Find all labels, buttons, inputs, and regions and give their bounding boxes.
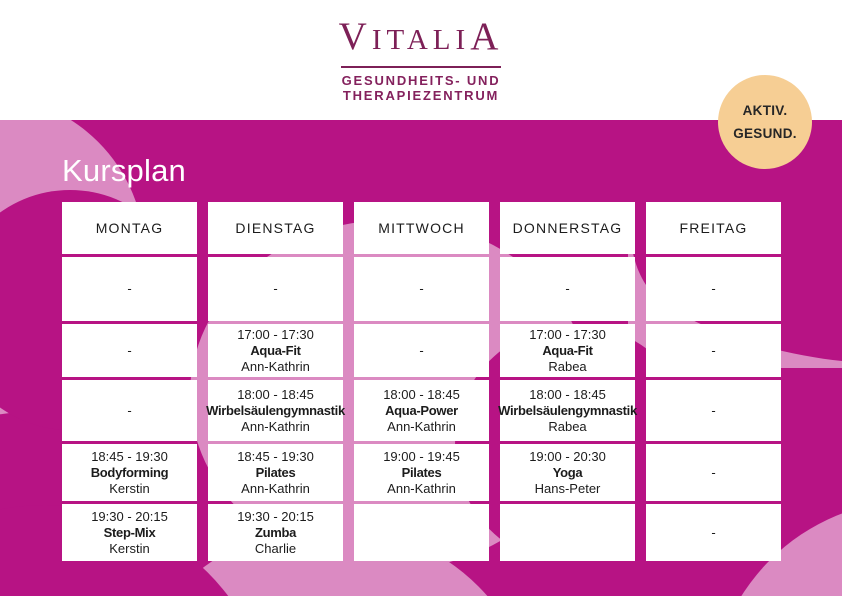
badge-line1: AKTIV. [742,103,788,118]
day-header-donnerstag: DONNERSTAG [500,202,635,254]
slot-time: - [419,281,424,296]
logo-tagline-line2: THERAPIEZENTRUM [342,88,500,103]
slot-montag-4: 18:45 - 19:30 Bodyforming Kerstin [62,444,197,501]
slot-montag-3: - [62,380,197,441]
slot-freitag-3: - [646,380,781,441]
slot-donnerstag-2: 17:00 - 17:30 Aqua-Fit Rabea [500,324,635,377]
slot-time: - [711,402,716,418]
day-header-montag: MONTAG [62,202,197,254]
day-header-dienstag: DIENSTAG [208,202,343,254]
slot-time: 19:00 - 20:30 [529,448,606,464]
slot-freitag-1: - [646,257,781,321]
slot-time: - [127,402,132,418]
wordmark-middle: ITALI [371,24,471,56]
slot-time: 19:00 - 19:45 [383,448,460,464]
slot-time: - [419,342,424,358]
slot-dienstag-3: 18:00 - 18:45 Wirbelsäulengymnastik Ann-… [206,380,345,441]
logo-tagline-line1: GESUNDHEITS- UND [341,73,501,88]
bg-pink-arc-bottom-right [741,513,842,596]
slot-course: Aqua-Power [385,402,458,418]
slot-course: Aqua-Fit [542,342,593,358]
slot-time: 18:00 - 18:45 [237,386,314,402]
slot-course: Aqua-Fit [250,342,301,358]
logo-divider [341,66,501,68]
slot-course: Wirbelsäulengymnastik [498,402,637,418]
wordmark-initial: V [338,15,372,58]
slot-time: - [127,281,132,296]
slot-time: 18:00 - 18:45 [529,386,606,402]
slot-course: Pilates [255,464,296,480]
slot-donnerstag-4: 19:00 - 20:30 Yoga Hans-Peter [500,444,635,501]
slot-time: 19:30 - 20:15 [237,508,314,524]
slot-trainer: Rabea [548,418,587,434]
slot-trainer: Kerstin [109,540,150,556]
logo-wordmark: VITALIA [0,15,842,64]
slot-time: - [711,342,716,358]
slot-montag-2: - [62,324,197,377]
slot-course: Yoga [552,464,583,480]
slot-time: - [711,524,716,540]
slot-donnerstag-3: 18:00 - 18:45 Wirbelsäulengymnastik Rabe… [498,380,637,441]
slot-trainer: Ann-Kathrin [241,418,310,434]
slot-time: - [565,281,570,296]
slot-dienstag-5: 19:30 - 20:15 Zumba Charlie [208,504,343,561]
slot-dienstag-2: 17:00 - 17:30 Aqua-Fit Ann-Kathrin [208,324,343,377]
page-title: Kursplan [62,153,186,188]
slot-mittwoch-4: 19:00 - 19:45 Pilates Ann-Kathrin [354,444,489,501]
slot-time: - [127,342,132,358]
slot-montag-5: 19:30 - 20:15 Step-Mix Kerstin [62,504,197,561]
slot-freitag-2: - [646,324,781,377]
slot-freitag-4: - [646,444,781,501]
slot-time: - [711,464,716,480]
slot-dienstag-1: - [208,257,343,321]
slot-trainer: Ann-Kathrin [387,418,456,434]
slot-time: 18:00 - 18:45 [383,386,460,402]
slot-mittwoch-5 [354,504,489,561]
slot-trainer: Ann-Kathrin [241,480,310,496]
slot-time: 17:00 - 17:30 [529,326,606,342]
slot-montag-1: - [62,257,197,321]
slot-course: Zumba [254,524,297,540]
slot-donnerstag-1: - [500,257,635,321]
slot-trainer: Hans-Peter [534,480,601,496]
slot-donnerstag-5 [500,504,635,561]
wordmark-final: A [470,15,504,58]
vitalia-logo: VITALIA GESUNDHEITS- UND THERAPIEZENTRUM [0,15,842,103]
schedule-grid: MONTAG - - - 18:45 - 19:30 Bodyforming K… [62,202,781,561]
badge-line2: GESUND. [733,126,797,141]
slot-dienstag-4: 18:45 - 19:30 Pilates Ann-Kathrin [208,444,343,501]
slot-time: - [711,281,716,296]
slot-mittwoch-3: 18:00 - 18:45 Aqua-Power Ann-Kathrin [354,380,489,441]
slot-course: Bodyforming [90,464,169,480]
slot-trainer: Ann-Kathrin [387,480,456,496]
slot-time: 18:45 - 19:30 [237,448,314,464]
slot-mittwoch-1: - [354,257,489,321]
slot-trainer: Kerstin [109,480,150,496]
slot-course: Step-Mix [103,524,156,540]
slot-time: 17:00 - 17:30 [237,326,314,342]
slot-time: 19:30 - 20:15 [91,508,168,524]
aktiv-gesund-badge: AKTIV. GESUND. [718,75,812,169]
slot-trainer: Rabea [548,358,587,374]
slot-time: 18:45 - 19:30 [91,448,168,464]
day-header-mittwoch: MITTWOCH [354,202,489,254]
slot-mittwoch-2: - [354,324,489,377]
slot-course: Wirbelsäulengymnastik [206,402,345,418]
slot-freitag-5: - [646,504,781,561]
slot-time: - [273,281,278,296]
slot-trainer: Ann-Kathrin [241,358,310,374]
slot-trainer: Charlie [254,540,297,556]
slot-course: Pilates [401,464,442,480]
day-header-freitag: FREITAG [646,202,781,254]
